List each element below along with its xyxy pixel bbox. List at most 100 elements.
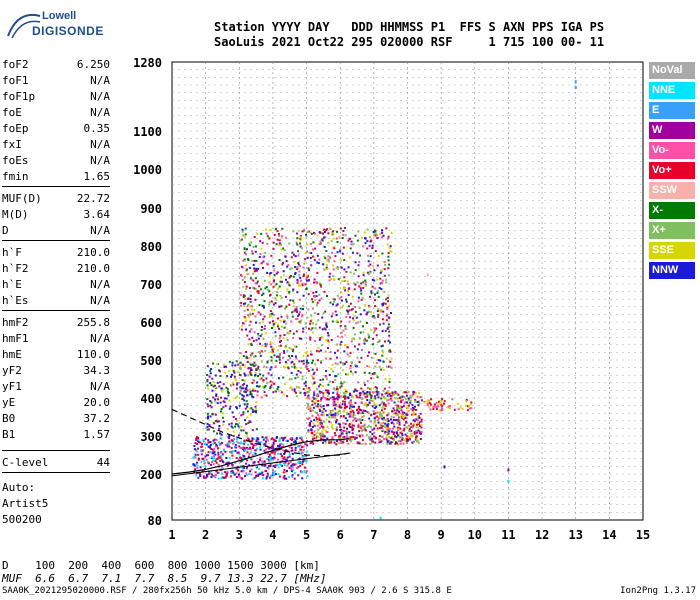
echo-point xyxy=(272,325,275,328)
echo-point xyxy=(338,435,341,438)
echo-point xyxy=(253,364,256,367)
echo-point xyxy=(245,467,248,470)
echo-point xyxy=(233,375,236,378)
echo-point xyxy=(368,372,371,375)
echo-point xyxy=(368,392,371,395)
echo-point xyxy=(321,414,324,417)
echo-point xyxy=(375,388,378,391)
param-value: 3.64 xyxy=(83,208,111,221)
echo-point xyxy=(226,461,229,464)
echo-point xyxy=(286,395,289,398)
echo-point xyxy=(391,430,394,433)
echo-point xyxy=(346,390,348,393)
echo-point xyxy=(336,241,339,243)
echo-point xyxy=(338,404,341,407)
echo-point xyxy=(210,368,213,370)
echo-point xyxy=(205,443,208,446)
echo-point xyxy=(396,409,399,412)
param-row-h-f2: h`F2 210.0 xyxy=(2,262,110,276)
echo-point xyxy=(392,407,395,410)
echo-point xyxy=(335,375,338,378)
echo-point xyxy=(215,461,218,464)
echo-point xyxy=(351,424,354,427)
echo-point xyxy=(313,232,316,235)
echo-point xyxy=(374,391,377,394)
echo-point xyxy=(253,361,256,364)
echo-point xyxy=(210,448,213,450)
echo-point xyxy=(243,281,246,283)
echo-point xyxy=(254,405,257,408)
echo-point xyxy=(216,432,218,435)
echo-point xyxy=(372,440,374,443)
echo-point xyxy=(282,471,285,474)
echo-point xyxy=(283,334,286,336)
echo-point xyxy=(296,280,299,283)
echo-point xyxy=(240,459,243,462)
echo-point xyxy=(337,413,340,416)
echo-point xyxy=(349,247,352,250)
echo-point xyxy=(360,289,363,292)
echo-point xyxy=(358,343,361,346)
echo-point xyxy=(251,312,254,315)
echo-point xyxy=(411,426,414,429)
echo-point xyxy=(207,472,210,475)
echo-point xyxy=(364,383,366,386)
echo-point xyxy=(301,313,304,316)
echo-point xyxy=(402,418,405,421)
echo-point xyxy=(376,236,379,239)
echo-point xyxy=(382,421,385,424)
echo-point xyxy=(251,442,253,445)
echo-point xyxy=(217,453,220,456)
echo-point xyxy=(215,420,217,422)
echo-point xyxy=(340,296,343,298)
echo-point xyxy=(238,458,241,461)
echo-point xyxy=(390,250,393,253)
echo-point xyxy=(216,419,219,422)
echo-point xyxy=(305,352,308,355)
echo-point xyxy=(405,391,407,394)
echo-point xyxy=(351,429,354,432)
echo-point xyxy=(241,278,244,281)
software-version: Ion2Png 1.3.17 xyxy=(620,586,696,596)
echo-point xyxy=(292,337,295,340)
echo-point xyxy=(242,286,245,288)
echo-point xyxy=(311,327,314,330)
echo-point xyxy=(381,252,384,255)
echo-point xyxy=(272,441,275,444)
echo-point xyxy=(312,409,314,412)
echo-point xyxy=(283,462,285,465)
echo-point xyxy=(388,386,391,389)
echo-point xyxy=(351,372,354,375)
echo-point xyxy=(374,365,377,368)
echo-point xyxy=(346,427,348,430)
echo-point xyxy=(252,279,255,282)
echo-point xyxy=(294,308,297,311)
echo-point xyxy=(342,436,344,439)
echo-point xyxy=(363,393,366,396)
echo-point xyxy=(393,409,396,412)
echo-point xyxy=(394,435,396,438)
echo-point xyxy=(328,416,331,419)
echo-point xyxy=(272,265,275,267)
echo-point xyxy=(322,236,325,239)
echo-point xyxy=(229,475,232,478)
echo-point xyxy=(360,282,363,285)
echo-point xyxy=(299,307,302,310)
echo-point xyxy=(415,434,418,437)
echo-point xyxy=(398,407,401,410)
echo-point xyxy=(268,290,271,293)
echo-point xyxy=(209,443,212,446)
echo-point xyxy=(260,329,263,332)
echo-point xyxy=(361,411,364,414)
echo-point xyxy=(246,459,249,462)
echo-point xyxy=(420,426,423,429)
echo-point xyxy=(274,284,277,287)
echo-point xyxy=(299,464,302,467)
echo-point xyxy=(311,441,314,444)
x-tick-label: 15 xyxy=(636,528,650,542)
auto-program: Artist5 xyxy=(2,497,49,510)
echo-point xyxy=(353,282,356,285)
echo-point xyxy=(238,453,241,456)
echo-point xyxy=(292,302,295,304)
echo-point xyxy=(344,404,347,407)
